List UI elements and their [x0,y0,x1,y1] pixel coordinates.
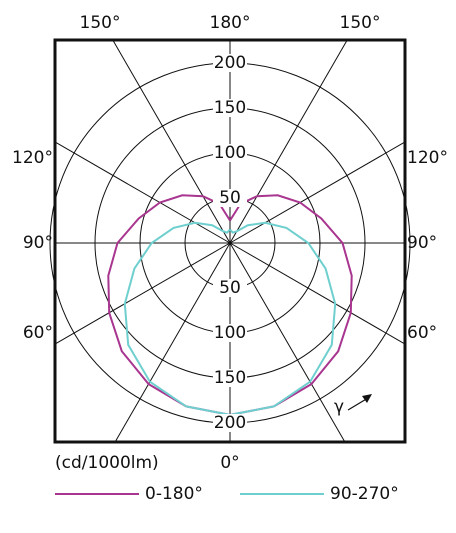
curves [107,194,353,416]
angle-label: 0° [220,453,239,473]
direction-arrow [347,397,369,411]
angle-label: 90° [23,233,53,253]
direction-label: γ [334,397,344,417]
label-bg [213,324,247,342]
spoke [229,242,346,443]
direction-arrowhead [362,394,372,403]
series-curve [123,221,231,416]
r-tick-label: 200 [214,53,246,73]
angle-label: 150° [340,13,381,33]
series-curve [229,194,353,416]
label-bg [213,144,247,162]
spoke [114,242,231,443]
angle-label: 60° [407,323,437,343]
series-curve [107,194,231,416]
label-bg [213,189,247,207]
angle-label: 60° [23,323,53,343]
spoke [229,141,406,244]
legend-label: 90-270° [330,484,399,504]
spoke [54,242,231,345]
series-curve [229,221,337,416]
spoke [112,39,231,244]
plot-frame [53,38,407,444]
angle-label: 150° [80,13,121,33]
angle-label: 180° [210,13,251,33]
spoke [229,242,406,345]
label-bg [213,99,247,117]
label-bg [213,369,247,387]
r-tick-label: 50 [219,188,241,208]
r-tick-label: 100 [214,143,246,163]
r-tick-label: 150 [214,368,246,388]
r-tick-label: 100 [214,323,246,343]
spoke [229,39,348,244]
angle-label: 120° [407,148,448,168]
spoke [54,141,231,244]
label-bg [213,279,247,297]
r-tick-label: 50 [219,278,241,298]
label-bg [213,414,247,432]
angle-label: 120° [12,148,53,168]
r-tick-label: 200 [214,413,246,433]
angle-label: 90° [407,233,437,253]
legend-label: 0-180° [145,484,203,504]
label-bg [213,54,247,72]
unit-label: (cd/1000lm) [55,453,159,473]
r-tick-label: 150 [214,98,246,118]
